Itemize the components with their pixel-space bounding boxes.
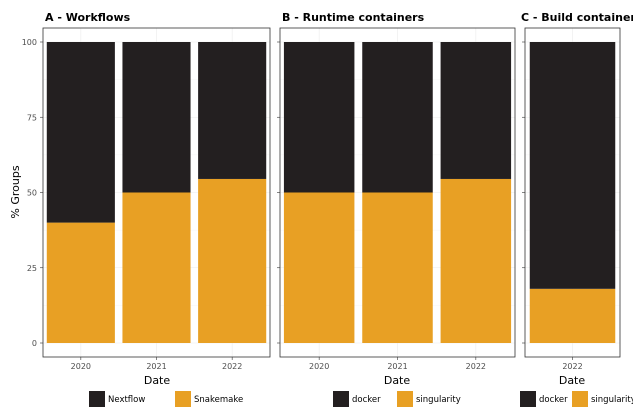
panel-b-plot: 2020 2021 2022 docker singularity	[277, 27, 516, 407]
bar-singularity-2022	[440, 178, 512, 343]
bar-snakemake-2022	[198, 178, 267, 343]
legend-label-docker: docker	[539, 395, 568, 405]
x-tick-label: 2022	[466, 362, 486, 371]
panel-c: C - Build containers Date 2022 docker sing…	[520, 11, 633, 407]
legend-swatch-docker	[333, 391, 349, 407]
legend-swatch-docker	[520, 391, 536, 407]
y-tick-label: 75	[27, 113, 37, 122]
bar-singularity-2021	[362, 192, 433, 343]
panel-c-title: C - Build containers	[521, 11, 633, 24]
bar-docker-2020	[283, 42, 355, 193]
legend-swatch-snakemake	[175, 391, 191, 407]
panel-b-x-axis-label: Date	[384, 374, 411, 387]
legend-label-singularity: singularity	[591, 395, 633, 405]
legend-label-snakemake: Snakemake	[194, 395, 243, 405]
y-tick-label: 100	[22, 38, 37, 47]
bar-singularity-2020	[283, 192, 355, 343]
bar-nextflow-2021	[122, 42, 191, 193]
panel-a-y-axis-label: % Groups	[9, 165, 22, 218]
bar-snakemake-2020	[46, 222, 115, 343]
legend-label-singularity: singularity	[416, 395, 461, 405]
legend-label-nextflow: Nextflow	[108, 395, 145, 405]
panel-border	[279, 27, 516, 358]
x-tick-label: 2021	[146, 362, 166, 371]
y-tick-label: 25	[27, 264, 37, 273]
panel-a-plot: 2020 2021 2022 0 25 50 75 100 Nextflow Snakemake	[22, 27, 271, 407]
legend-label-docker: docker	[352, 395, 381, 405]
panel-border	[42, 27, 271, 358]
x-tick-label: 2020	[71, 362, 91, 371]
legend-swatch-singularity	[397, 391, 413, 407]
bar-docker-2022	[529, 42, 616, 289]
bar-singularity-2022	[529, 288, 616, 343]
bar-docker-2021	[362, 42, 433, 193]
x-tick-label: 2022	[562, 362, 582, 371]
bar-docker-2022	[440, 42, 512, 179]
bar-snakemake-2021	[122, 192, 191, 343]
panel-c-x-axis-label: Date	[559, 374, 586, 387]
panel-a-title: A - Workflows	[45, 11, 131, 24]
panel-a-x-axis-label: Date	[144, 374, 171, 387]
x-tick-label: 2022	[222, 362, 242, 371]
bar-nextflow-2020	[46, 42, 115, 223]
x-tick-label: 2020	[309, 362, 329, 371]
panel-b: B - Runtime containers Date 2020 2021 2022…	[277, 11, 516, 407]
panel-a: A - Workflows % Groups Date 2020 2021 2022…	[9, 11, 271, 407]
panel-border	[524, 27, 621, 358]
panel-b-title: B - Runtime containers	[282, 11, 425, 24]
legend-swatch-singularity	[572, 391, 588, 407]
x-tick-label: 2021	[387, 362, 407, 371]
y-tick-label: 0	[32, 339, 37, 348]
panel-c-plot: 2022 docker singularity	[520, 27, 633, 407]
legend-swatch-nextflow	[89, 391, 105, 407]
y-tick-label: 50	[27, 189, 37, 198]
bar-nextflow-2022	[198, 42, 267, 179]
